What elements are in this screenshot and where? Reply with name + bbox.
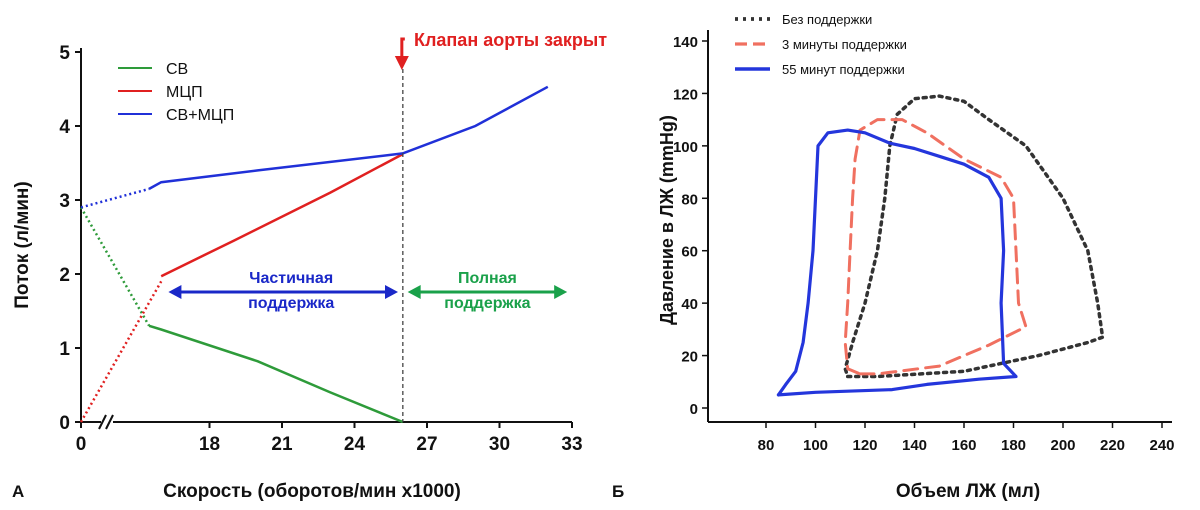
panel-a-ytick-label: 5 (59, 43, 70, 64)
panel-a-xtick-label: 27 (416, 434, 437, 455)
panel-b-xtick-label: 80 (758, 437, 775, 454)
panel-b-ytick-label: 60 (681, 244, 698, 261)
panel-b-ytick-label: 40 (681, 296, 698, 313)
panel-b-loop-dotted (845, 96, 1102, 376)
panel-a-ytick-label: 2 (59, 265, 70, 286)
panel-b-xtick-label: 220 (1100, 437, 1125, 454)
panel-b-legend-label: Без поддержки (782, 12, 872, 27)
panel-b-xtick-label: 180 (1001, 437, 1026, 454)
panel-a-series-line (149, 87, 548, 189)
panel-a-ytick-label: 1 (59, 339, 70, 360)
panel-a-full-label-2: поддержка (444, 295, 530, 312)
panel-b-legend: Без поддержки 3 минуты поддержки 55 минут … (735, 12, 907, 77)
panel-a-xtick-label: 21 (271, 434, 293, 455)
panel-b-ytick-label: 120 (673, 86, 698, 103)
panel-b-ytick-label: 80 (681, 191, 698, 208)
panel-a-xtick-label: 24 (344, 434, 366, 455)
panel-a-series-line (149, 326, 403, 422)
panel-a-xtick-label: 0 (76, 434, 87, 455)
panel-a-partial-label-1: Частичная (249, 270, 333, 287)
panel-a-chart: 0 1 2 3 4 5 0 18 21 24 27 30 33 Клапан аорты закрыт Ч… (12, 30, 607, 502)
panel-b-ytick-label: 140 (673, 34, 698, 51)
panel-b-ytick-label: 0 (690, 401, 698, 418)
panel-a-ylabel: Поток (л/мин) (12, 181, 33, 308)
panel-a-series-dotted (81, 207, 149, 325)
panel-a-full-arrowhead-left (408, 285, 421, 299)
panel-b-xtick-label: 100 (803, 437, 828, 454)
panel-b-legend-label: 55 минут поддержки (782, 62, 905, 77)
panel-a-partial-arrowhead-left (168, 285, 181, 299)
panel-b-xtick-label: 120 (852, 437, 877, 454)
panel-b-xtick-label: 200 (1050, 437, 1075, 454)
panel-b-loop-dashed (845, 120, 1026, 374)
panel-a-series-dotted (81, 189, 149, 208)
panel-b-legend-label: 3 минуты поддержки (782, 37, 907, 52)
panel-a-ytick-label: 4 (59, 117, 70, 138)
panel-a-xtick-label: 30 (489, 434, 510, 455)
panel-b-series (778, 96, 1102, 395)
panel-a-axes: 0 1 2 3 4 5 0 18 21 24 27 30 33 (59, 43, 582, 455)
panel-b-xtick-label: 160 (951, 437, 976, 454)
panel-a-annotations: Клапан аорты закрыт Частичная поддержка Пол… (168, 30, 607, 422)
panel-a-partial-arrowhead-right (385, 285, 398, 299)
panel-a-series (81, 87, 548, 422)
panel-a-ytick-label: 0 (59, 413, 70, 434)
panel-a-series-line (161, 154, 403, 276)
panel-a-label: А (12, 482, 24, 501)
panel-b-label: Б (612, 482, 624, 501)
panel-a-series-dotted (81, 281, 161, 422)
panel-a-valve-label: Клапан аорты закрыт (414, 30, 607, 50)
panel-b-ylabel: Давление в ЛЖ (mmHg) (657, 115, 677, 325)
panel-a-valve-arrow-head (395, 56, 409, 70)
panel-a-full-label-1: Полная (458, 270, 517, 287)
panel-a-xlabel: Скорость (оборотов/мин x1000) (163, 481, 461, 502)
panel-b-xtick-label: 240 (1149, 437, 1174, 454)
panel-b-xtick-label: 140 (902, 437, 927, 454)
figure-canvas: 0 1 2 3 4 5 0 18 21 24 27 30 33 Клапан аорты закрыт Ч… (0, 0, 1200, 510)
panel-a-ytick-label: 3 (59, 191, 70, 212)
panel-a-xtick-label: 33 (561, 434, 582, 455)
panel-a-xtick-label: 18 (199, 434, 220, 455)
panel-a-axis-break-2 (106, 415, 113, 429)
panel-a-full-arrowhead-right (554, 285, 567, 299)
panel-a-legend-label: СВ (166, 61, 188, 78)
panel-a-partial-label-2: поддержка (248, 295, 334, 312)
panel-b-loop-solid (778, 130, 1016, 395)
panel-b-ytick-label: 20 (681, 349, 698, 366)
panel-b-xlabel: Объем ЛЖ (мл) (896, 481, 1040, 502)
panel-a-legend: СВ МЦП СВ+МЦП (118, 61, 234, 124)
panel-a-legend-label: МЦП (166, 84, 203, 101)
panel-a-legend-label: СВ+МЦП (166, 107, 234, 124)
